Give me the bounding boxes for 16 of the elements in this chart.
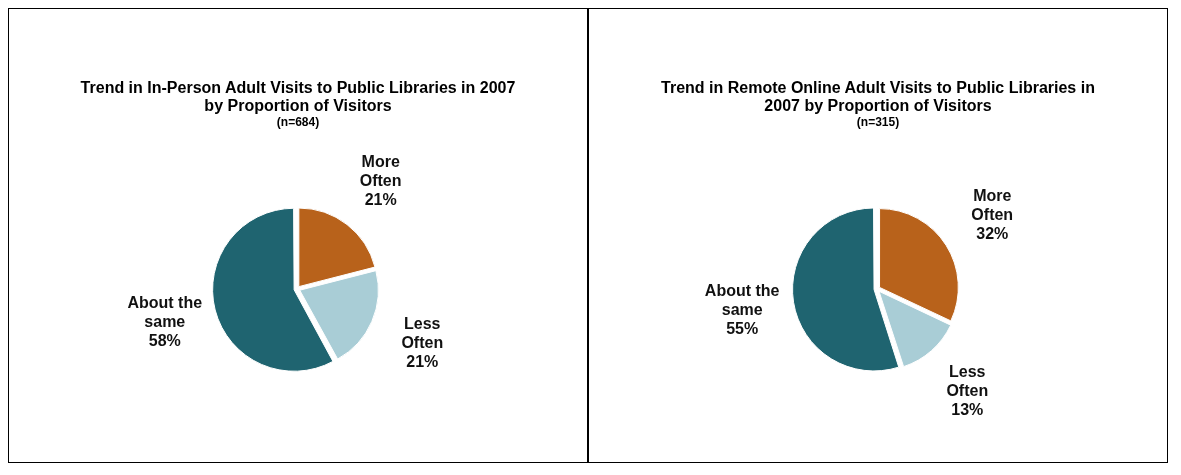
data-label: 55%	[726, 319, 759, 337]
chart-subtitle: (n=315)	[855, 115, 901, 129]
chart-title: Trend in In-Person Adult Visits to Public Libraries in 2007 by Proportion of Visitors	[79, 79, 517, 115]
chart-title: Trend in Remote Online Adult Visits to Public Libraries in 2007 by Proportion of Visitors	[660, 79, 1096, 115]
slice-label: More Often	[359, 152, 402, 189]
slice-label: More Often	[971, 187, 1014, 224]
data-label: 32%	[976, 225, 1009, 243]
slice-label: Less Often	[946, 362, 989, 399]
data-label: 21%	[406, 352, 439, 370]
data-label: 21%	[364, 190, 397, 208]
chart-subtitle: (n=684)	[275, 115, 321, 129]
data-label: 13%	[951, 400, 984, 418]
slice-label: About the same	[127, 294, 203, 331]
slice-label: Less Often	[401, 314, 444, 351]
slice-label: About the same	[704, 281, 780, 318]
data-label: 58%	[148, 332, 181, 350]
